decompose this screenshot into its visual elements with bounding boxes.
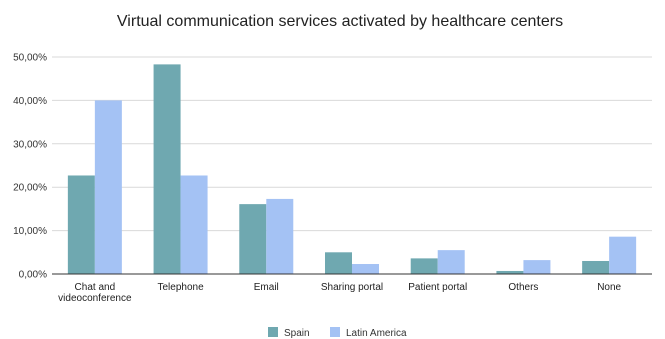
legend: Spain Latin America [268, 327, 407, 339]
x-category-label-line: Chat and [75, 282, 116, 293]
x-category-label: Sharing portal [321, 282, 383, 293]
y-tick-label: 30,00% [13, 139, 47, 150]
x-category-label-line: Patient portal [408, 282, 467, 293]
x-category-label: Patient portal [408, 282, 467, 293]
x-category-label: Email [254, 282, 279, 293]
x-category-label-line: videoconference [58, 293, 132, 304]
bar-latin-america [266, 198, 294, 274]
legend-label-latin-america: Latin America [346, 328, 407, 339]
y-tick-label: 50,00% [13, 53, 47, 64]
y-tick-label: 20,00% [13, 183, 47, 194]
legend-swatch-latin-america [330, 327, 340, 337]
y-tick-label: 10,00% [13, 226, 47, 237]
legend-swatch-spain [268, 327, 278, 337]
x-category-label: Others [508, 282, 538, 293]
x-category-label: Chat and videoconference [58, 282, 132, 304]
bar-spain [153, 64, 181, 275]
bar-latin-america [94, 100, 122, 275]
y-tick-label: 0,00% [19, 270, 47, 281]
bar-spain [325, 252, 352, 274]
y-tick-label: 40,00% [13, 96, 47, 107]
x-category-label-line: Email [254, 282, 279, 293]
y-axis-ticks: 0,00% 10,00% 20,00% 30,00% 40,00% 50,00% [13, 53, 47, 281]
bar-latin-america [352, 264, 379, 274]
bar-latin-america [437, 250, 465, 274]
x-category-label: Telephone [157, 282, 204, 293]
x-axis-categories: Chat and videoconference Telephone Email Sha… [58, 282, 621, 304]
x-category-label: None [597, 282, 621, 293]
bar-latin-america [523, 260, 551, 274]
bar-latin-america [180, 175, 208, 274]
x-category-label-line: Others [508, 282, 538, 293]
bar-latin-america [609, 236, 637, 274]
bar-spain [496, 270, 524, 274]
bar-spain [239, 204, 267, 274]
bar-spain [410, 258, 438, 274]
x-category-label-line: Telephone [157, 282, 204, 293]
chart-title: Virtual communication services activated… [117, 13, 563, 30]
bars [67, 64, 637, 275]
bar-spain [582, 260, 610, 274]
x-category-label-line: None [597, 282, 621, 293]
x-category-label-line: Sharing portal [321, 282, 383, 293]
legend-label-spain: Spain [284, 328, 310, 339]
bar-spain [67, 175, 95, 274]
gridlines [52, 56, 652, 232]
